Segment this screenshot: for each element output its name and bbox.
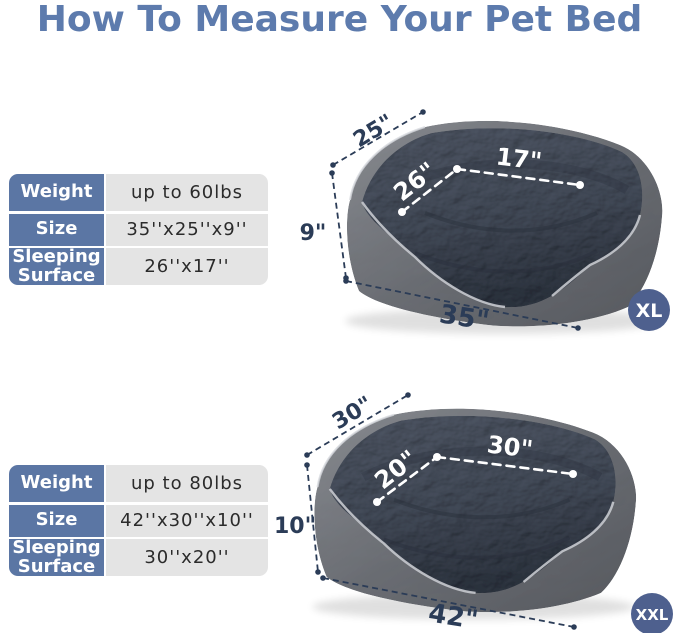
bed-illustration-xxl: 30" 10" 42" 20" 30" XXL xyxy=(275,392,673,633)
outer-dimension-lines-xl xyxy=(329,109,581,331)
table-row-size: Size 35''x25''x9'' xyxy=(9,213,268,246)
outer-dimension-lines-xxl xyxy=(304,392,577,630)
spec-table-xl: Weight up to 60lbs Size 35''x25''x9'' Sl… xyxy=(9,174,268,285)
size-badge-xxl: XXL xyxy=(631,593,673,633)
table-row-weight: Weight up to 60lbs xyxy=(9,174,268,211)
size-badge-xl-label: XL xyxy=(636,300,663,322)
spec-label-sleeping-surface: Sleeping Surface xyxy=(9,247,104,285)
table-row-sleeping-surface: Sleeping Surface 30''x20'' xyxy=(9,538,268,576)
table-row-size: Size 42''x30''x10'' xyxy=(9,504,268,537)
inner-dimension-lines-xl xyxy=(398,165,584,216)
spec-label-weight: Weight xyxy=(9,174,104,211)
dim-label-bottom-edge-xxl: 42" xyxy=(426,598,480,633)
table-row-weight: Weight up to 80lbs xyxy=(9,465,268,502)
dim-label-height-xl: 9" xyxy=(300,221,327,246)
spec-value-sleeping-surface: 26''x17'' xyxy=(106,248,268,285)
spec-label-size: Size xyxy=(9,213,104,246)
size-badge-xl: XL xyxy=(628,289,670,331)
spec-table-xxl: Weight up to 80lbs Size 42''x30''x10'' S… xyxy=(9,465,268,576)
spec-value-weight: up to 60lbs xyxy=(106,174,268,211)
dim-label-inner-width-xxl: 30" xyxy=(485,430,534,463)
spec-value-sleeping-surface: 30''x20'' xyxy=(106,539,268,576)
spec-label-weight: Weight xyxy=(9,465,104,502)
dim-label-height-xxl: 10" xyxy=(275,514,316,539)
inner-dimension-lines-xxl xyxy=(373,453,577,506)
spec-value-size: 35''x25''x9'' xyxy=(106,213,268,246)
size-badge-xxl-label: XXL xyxy=(636,606,669,624)
page-title: How To Measure Your Pet Bed xyxy=(36,0,643,40)
dim-label-inner-width-xl: 17" xyxy=(494,142,543,175)
spec-label-sleeping-surface: Sleeping Surface xyxy=(9,538,104,576)
spec-label-size: Size xyxy=(9,504,104,537)
pet-bed-photo-xxl xyxy=(312,409,636,620)
spec-value-weight: up to 80lbs xyxy=(106,465,268,502)
bed-illustration-xl: 25" 9" 35" 26" 17" XL xyxy=(300,109,670,345)
table-row-sleeping-surface: Sleeping Surface 26''x17'' xyxy=(9,247,268,285)
spec-value-size: 42''x30''x10'' xyxy=(106,504,268,537)
